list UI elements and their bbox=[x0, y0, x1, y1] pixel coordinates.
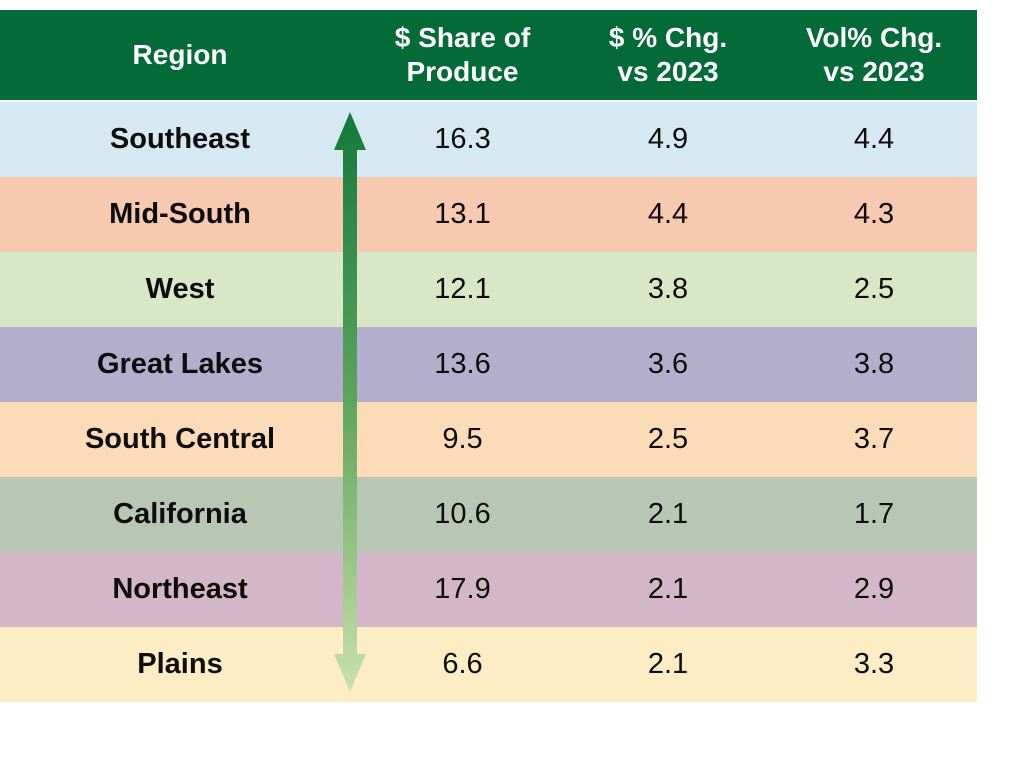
header-region: Region bbox=[132, 38, 228, 70]
share-value: 10.6 bbox=[434, 498, 491, 530]
table-row: Plains 6.6 2.1 3.3 bbox=[0, 627, 977, 702]
table-row: West 12.1 3.8 2.5 bbox=[0, 252, 977, 327]
share-value: 13.1 bbox=[434, 198, 491, 230]
vol-chg-value: 3.8 bbox=[853, 348, 895, 380]
share-value: 13.6 bbox=[434, 348, 491, 380]
table-row: Great Lakes 13.6 3.6 3.8 bbox=[0, 327, 977, 402]
region-label: Great Lakes bbox=[96, 348, 264, 380]
header-dollar-share: $ Share of Produce bbox=[394, 21, 531, 87]
share-value: 17.9 bbox=[434, 573, 491, 605]
dollar-chg-value: 2.1 bbox=[647, 573, 689, 605]
share-value: 9.5 bbox=[442, 423, 483, 455]
share-value: 12.1 bbox=[434, 273, 491, 305]
double-headed-arrow-icon bbox=[334, 112, 366, 692]
share-value: 6.6 bbox=[442, 648, 483, 680]
vol-chg-value: 2.5 bbox=[853, 273, 895, 305]
dollar-chg-value: 2.5 bbox=[647, 423, 689, 455]
dollar-chg-value: 3.8 bbox=[647, 273, 689, 305]
dollar-chg-value: 4.4 bbox=[647, 198, 689, 230]
region-label: Northeast bbox=[112, 573, 248, 605]
dollar-chg-value: 2.1 bbox=[647, 498, 689, 530]
header-vol-pct-chg: Vol% Chg. vs 2023 bbox=[805, 21, 943, 87]
vol-chg-value: 4.3 bbox=[853, 198, 895, 230]
table-header-row: Region $ Share of Produce $ % Chg. vs 20… bbox=[0, 10, 977, 100]
header-dollar-pct-chg: $ % Chg. vs 2023 bbox=[608, 21, 728, 87]
region-label: Southeast bbox=[109, 123, 251, 155]
dollar-chg-value: 2.1 bbox=[647, 648, 689, 680]
dollar-chg-value: 3.6 bbox=[647, 348, 689, 380]
table-row: Mid-South 13.1 4.4 4.3 bbox=[0, 177, 977, 252]
region-label: Mid-South bbox=[109, 198, 251, 230]
vol-chg-value: 1.7 bbox=[853, 498, 895, 530]
vol-chg-value: 3.3 bbox=[853, 648, 895, 680]
vol-chg-value: 3.7 bbox=[853, 423, 895, 455]
share-value: 16.3 bbox=[434, 123, 491, 155]
table-row: South Central 9.5 2.5 3.7 bbox=[0, 402, 977, 477]
table-row: Southeast 16.3 4.9 4.4 bbox=[0, 102, 977, 177]
region-label: West bbox=[145, 273, 215, 305]
region-label: California bbox=[113, 498, 247, 530]
dollar-chg-value: 4.9 bbox=[647, 123, 689, 155]
region-label: South Central bbox=[84, 423, 276, 455]
regional-produce-table: Region $ Share of Produce $ % Chg. vs 20… bbox=[0, 10, 977, 702]
region-label: Plains bbox=[137, 648, 223, 680]
vol-chg-value: 4.4 bbox=[853, 123, 895, 155]
table-row: California 10.6 2.1 1.7 bbox=[0, 477, 977, 552]
table-row: Northeast 17.9 2.1 2.9 bbox=[0, 552, 977, 627]
vol-chg-value: 2.9 bbox=[853, 573, 895, 605]
